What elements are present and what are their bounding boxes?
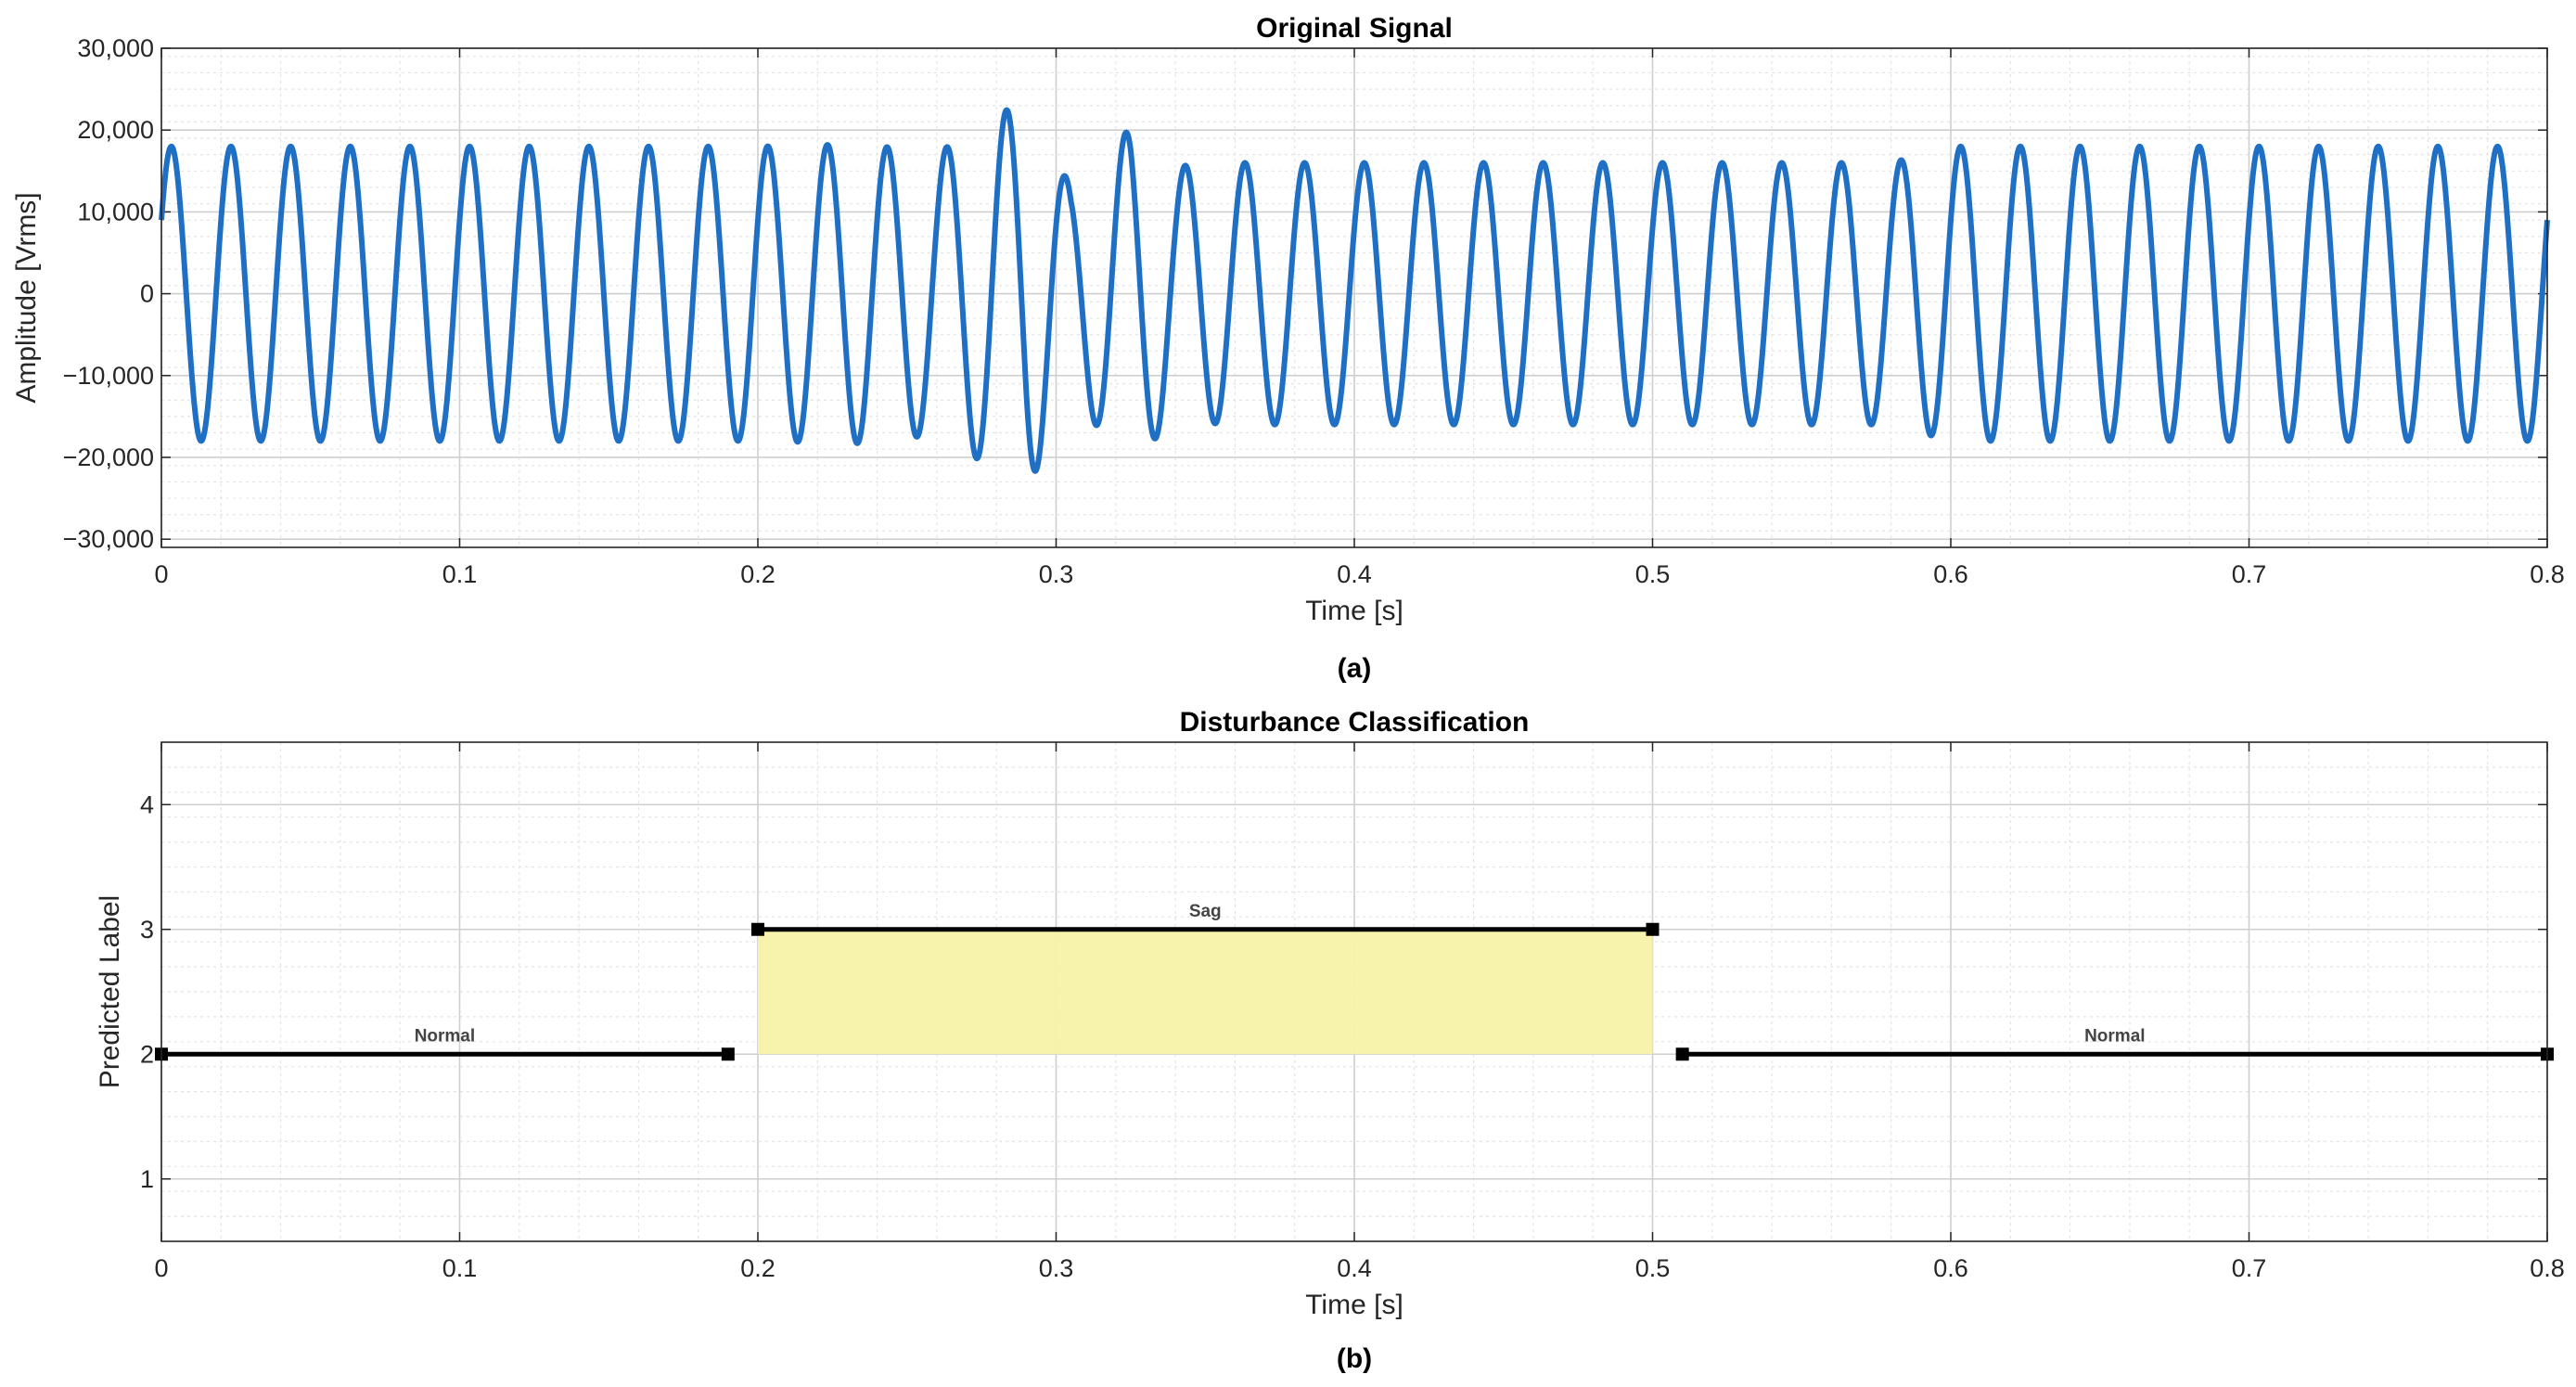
x-tick-label: 0.2 — [740, 560, 775, 588]
x-tick-label: 0.7 — [2232, 560, 2267, 588]
x-tick-label: 0.5 — [1635, 1254, 1671, 1282]
plot-border — [160, 741, 2548, 1242]
y-tick-label: −20,000 — [63, 443, 154, 471]
y-tick-label: 0 — [140, 280, 154, 308]
y-axis-label: Amplitude [Vrms] — [11, 192, 42, 403]
minor-grid — [161, 741, 2547, 1242]
segment-label: Normal — [2084, 1026, 2145, 1046]
x-tick-label: 0.2 — [740, 1254, 775, 1282]
x-tick-label: 0 — [154, 1254, 168, 1282]
x-tick-label: 0.6 — [1933, 560, 1968, 588]
y-tick-label: −10,000 — [63, 362, 154, 390]
y-tick-label: 2 — [140, 1040, 154, 1068]
plot-border — [160, 47, 2548, 548]
chart-title: Disturbance Classification — [1180, 707, 1530, 738]
x-axis-label: Time [s] — [1305, 596, 1403, 626]
chart-title: Original Signal — [1256, 13, 1453, 44]
sag-highlight — [758, 929, 1653, 1055]
x-tick-label: 0.5 — [1635, 560, 1671, 588]
x-tick-label: 0.7 — [2232, 1254, 2267, 1282]
x-tick-label: 0.8 — [2530, 1254, 2565, 1282]
x-tick-label: 0 — [154, 560, 168, 588]
signal-line — [159, 107, 2550, 474]
panel-disturbance-classification: 0 0.1 0.2 0.3 0.4 0.5 0.6 0.7 0.8 1 2 3 4 Disturbance… — [95, 707, 2565, 1374]
x-tick-label: 0.3 — [1039, 1254, 1074, 1282]
panel-caption: (b) — [1337, 1343, 1372, 1374]
x-tick-label: 0.4 — [1337, 560, 1372, 588]
x-tick-label: 0.8 — [2530, 560, 2565, 588]
y-axis-label: Predicted Label — [95, 895, 125, 1088]
y-tick-label: 4 — [140, 790, 154, 818]
x-tick-label: 0.1 — [442, 560, 478, 588]
segment-label: Normal — [415, 1026, 475, 1046]
y-tick-label: 1 — [140, 1165, 154, 1193]
segment-marker — [1646, 922, 1660, 936]
x-axis-label: Time [s] — [1305, 1290, 1403, 1320]
segment-marker — [721, 1047, 735, 1061]
y-tick-label: 10,000 — [77, 198, 154, 225]
x-tick-label: 0.4 — [1337, 1254, 1372, 1282]
x-tick-label: 0.1 — [442, 1254, 478, 1282]
y-tick-label: 30,000 — [77, 34, 154, 62]
y-tick-label: 3 — [140, 916, 154, 944]
panel-caption: (a) — [1338, 653, 1372, 684]
y-tick-label: 20,000 — [77, 116, 154, 144]
x-tick-label: 0.3 — [1039, 560, 1074, 588]
segment-marker — [1675, 1047, 1689, 1061]
segment-label: Sag — [1189, 902, 1222, 921]
y-tick-label: −30,000 — [63, 525, 154, 553]
x-tick-label: 0.6 — [1933, 1254, 1968, 1282]
segment-marker — [751, 922, 764, 936]
panel-original-signal: 0 0.1 0.2 0.3 0.4 0.5 0.6 0.7 0.8 −30,000 −20,000 −… — [11, 13, 2565, 684]
